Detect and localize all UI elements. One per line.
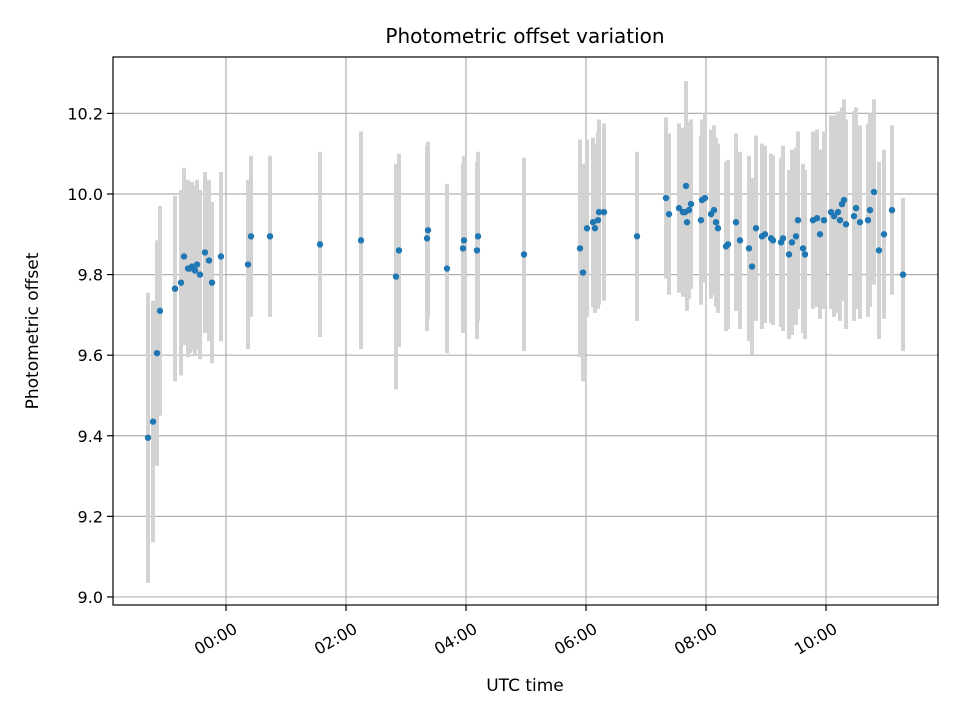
data-point — [852, 204, 860, 212]
data-point — [583, 225, 591, 232]
data-point — [205, 257, 213, 264]
data-point — [813, 214, 821, 222]
data-point — [732, 219, 740, 226]
data-point — [392, 273, 400, 280]
x-axis-title: UTC time — [486, 676, 564, 696]
data-point — [794, 216, 802, 224]
data-point — [888, 206, 896, 214]
data-point — [769, 237, 777, 244]
data-point — [591, 225, 599, 232]
data-point — [748, 263, 756, 270]
data-point — [864, 216, 872, 224]
y-axis-ticks: 9.0 9.2 9.4 9.6 9.8 10.0 10.2 — [67, 104, 113, 607]
data-point — [820, 216, 828, 224]
data-point — [880, 231, 888, 238]
data-point — [193, 261, 201, 268]
data-point — [745, 245, 753, 252]
data-point — [761, 231, 769, 238]
data-point — [701, 194, 709, 202]
data-point — [850, 212, 858, 220]
data-point — [217, 253, 225, 260]
y-tick-label: 10.2 — [67, 104, 103, 123]
data-point — [899, 271, 907, 278]
y-tick-label: 9.4 — [78, 427, 103, 446]
data-point — [149, 418, 157, 425]
data-point — [600, 208, 608, 216]
y-tick-label: 9.2 — [78, 507, 103, 526]
data-point — [836, 216, 844, 224]
data-point — [144, 434, 152, 441]
data-point — [180, 253, 188, 260]
data-point — [357, 237, 365, 244]
data-point — [153, 349, 161, 357]
data-point — [752, 225, 760, 232]
y-axis-title: Photometric offset — [23, 252, 43, 409]
data-point — [177, 279, 185, 286]
data-point — [156, 307, 164, 315]
y-tick-label: 9.0 — [78, 588, 103, 607]
data-point — [870, 188, 878, 196]
data-point — [474, 233, 482, 240]
data-point — [856, 219, 864, 226]
data-point — [816, 231, 824, 238]
data-point — [201, 249, 209, 256]
data-point — [579, 269, 587, 276]
data-point — [473, 247, 481, 254]
data-point — [712, 219, 720, 226]
data-point — [682, 182, 690, 190]
data-point — [685, 206, 693, 214]
data-point — [675, 204, 683, 212]
data-point — [316, 241, 324, 248]
data-point — [830, 212, 838, 220]
data-point — [191, 267, 199, 274]
data-point — [196, 271, 204, 278]
data-point — [840, 196, 848, 204]
data-point — [834, 208, 842, 216]
data-point — [395, 247, 403, 254]
data-point — [697, 216, 705, 224]
data-point — [589, 219, 597, 226]
data-point — [424, 227, 432, 234]
chart-title: Photometric offset variation — [385, 24, 664, 48]
y-tick-label: 10.0 — [67, 185, 103, 204]
data-point — [792, 233, 800, 240]
data-point — [595, 208, 603, 216]
data-point — [266, 233, 274, 240]
data-point — [662, 194, 670, 202]
data-point — [875, 247, 883, 254]
data-point — [799, 245, 807, 252]
data-point — [736, 237, 744, 244]
data-point — [842, 221, 850, 228]
y-tick-label: 9.6 — [78, 346, 103, 365]
data-point — [423, 235, 431, 242]
data-point — [665, 210, 673, 218]
data-point — [171, 285, 179, 292]
data-point — [866, 206, 874, 214]
data-point — [710, 206, 718, 214]
data-point — [801, 251, 809, 258]
data-point — [520, 251, 528, 258]
data-point — [459, 245, 467, 252]
plot-area-frame — [112, 56, 939, 606]
data-point — [785, 251, 793, 258]
data-point — [683, 219, 691, 226]
data-point — [724, 241, 732, 248]
data-point — [247, 233, 255, 240]
data-point — [633, 233, 641, 240]
data-point — [714, 225, 722, 232]
data-point — [779, 235, 787, 242]
data-point — [460, 237, 468, 244]
data-point — [687, 200, 695, 208]
data-point — [443, 265, 451, 272]
data-point — [594, 216, 602, 224]
data-point — [244, 261, 252, 268]
data-points — [144, 182, 907, 441]
data-point — [788, 239, 796, 246]
data-point — [208, 279, 216, 286]
y-tick-label: 9.8 — [78, 266, 103, 285]
data-point — [576, 245, 584, 252]
